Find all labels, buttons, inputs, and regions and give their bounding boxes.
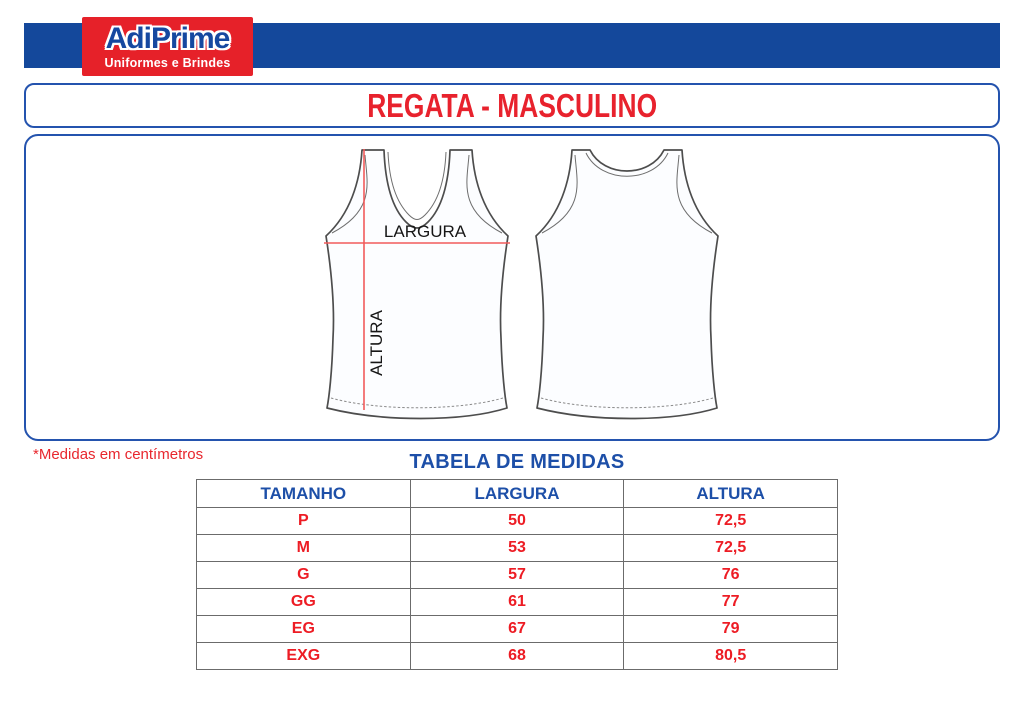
table-row: EXG 68 80,5: [196, 642, 838, 670]
size-cell: GG: [196, 588, 411, 616]
table-row: G 57 76: [196, 561, 838, 589]
units-note: *Medidas em centímetros: [33, 446, 204, 463]
size-cell: P: [196, 507, 411, 535]
size-table-header-row: TAMANHO LARGURA ALTURA: [196, 479, 838, 508]
size-cell: EG: [196, 615, 411, 643]
height-cell: 72,5: [623, 507, 838, 535]
size-table: TAMANHO LARGURA ALTURA P 50 72,5 M 53 72…: [196, 479, 838, 670]
width-cell: 61: [409, 588, 625, 616]
height-label: ALTURA: [367, 309, 386, 375]
height-cell: 76: [623, 561, 838, 589]
width-cell: 68: [409, 642, 625, 670]
table-row: EG 67 79: [196, 615, 838, 643]
size-cell: EXG: [196, 642, 411, 670]
garment-diagram-panel: LARGURA ALTURA: [24, 134, 1000, 441]
brand-logo: AdiPrime Uniformes e Brindes: [82, 17, 253, 76]
page-title: REGATA - MASCULINO: [367, 86, 657, 124]
brand-tagline: Uniformes e Brindes: [104, 55, 231, 70]
height-cell: 77: [623, 588, 838, 616]
size-cell: G: [196, 561, 411, 589]
garment-diagram: LARGURA ALTURA: [324, 149, 719, 420]
table-title: TABELA DE MEDIDAS: [409, 451, 625, 473]
width-cell: 57: [409, 561, 625, 589]
width-cell: 67: [409, 615, 625, 643]
table-row: P 50 72,5: [196, 507, 838, 535]
width-label: LARGURA: [384, 222, 467, 241]
tank-back-illustration: [535, 149, 719, 420]
height-cell: 80,5: [623, 642, 838, 670]
col-header-altura: ALTURA: [623, 479, 838, 508]
product-title-banner: REGATA - MASCULINO: [24, 83, 1000, 128]
table-row: M 53 72,5: [196, 534, 838, 562]
height-cell: 72,5: [623, 534, 838, 562]
width-cell: 53: [409, 534, 625, 562]
brand-name: AdiPrime: [105, 21, 231, 55]
width-cell: 50: [409, 507, 625, 535]
col-header-largura: LARGURA: [409, 479, 625, 508]
size-cell: M: [196, 534, 411, 562]
table-row: GG 61 77: [196, 588, 838, 616]
col-header-tamanho: TAMANHO: [196, 479, 411, 508]
tank-front-illustration: LARGURA ALTURA: [324, 149, 510, 420]
height-cell: 79: [623, 615, 838, 643]
